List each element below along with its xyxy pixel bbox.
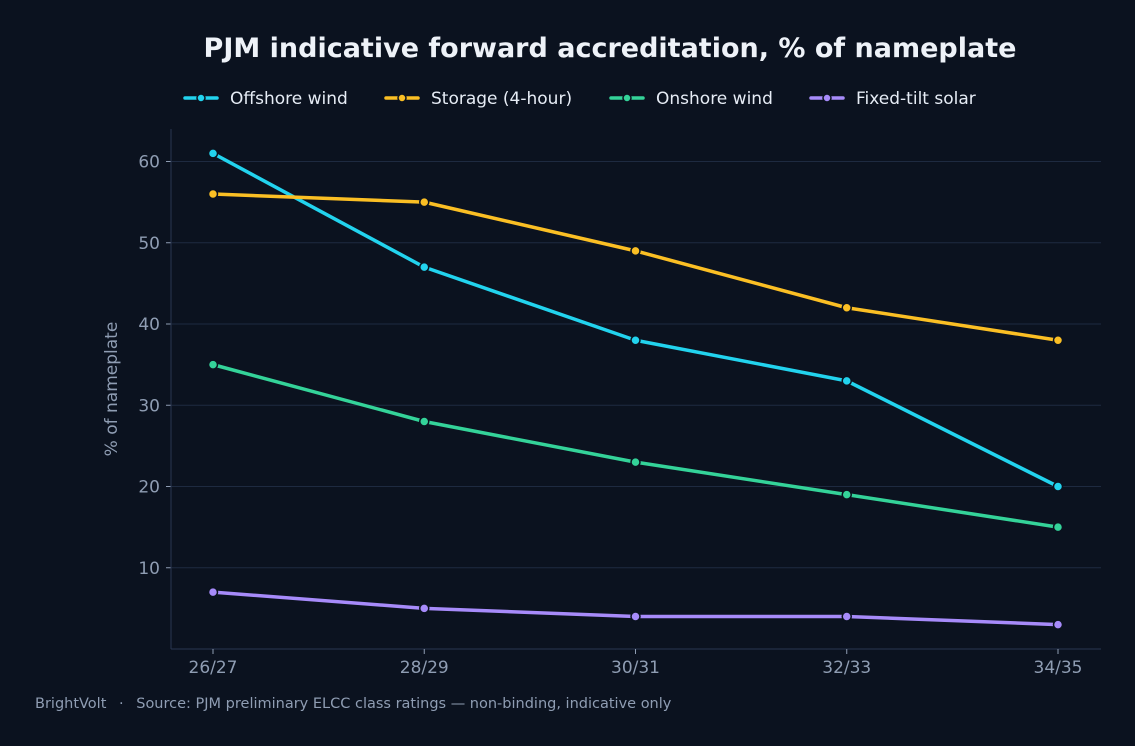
data-point-offshore-wind [1052, 481, 1064, 492]
data-point-storage-4-hour [207, 188, 219, 200]
x-tick-label: 34/35 [1034, 658, 1083, 678]
data-point-onshore-wind [419, 416, 430, 427]
footer-brand: BrightVolt [35, 696, 107, 712]
legend-marker [397, 93, 407, 103]
chart-title: PJM indicative forward accreditation, % … [204, 33, 1017, 64]
grid [166, 161, 1101, 569]
y-tick-labels: 10 20 30 40 50 60 [138, 153, 160, 579]
data-point-storage-4-hour [419, 196, 430, 208]
y-tick-label: 30 [138, 396, 160, 416]
data-point-offshore-wind [841, 375, 852, 387]
legend-item-onshore-wind: Onshore wind [609, 89, 773, 109]
footer: BrightVolt · Source: PJM preliminary ELC… [35, 696, 672, 712]
legend-label: Offshore wind [230, 89, 348, 109]
x-tick-labels: 26/27 28/29 30/31 32/33 34/35 [189, 649, 1083, 678]
legend-label: Onshore wind [656, 89, 773, 109]
y-tick-label: 20 [138, 478, 160, 498]
y-tick-label: 10 [138, 559, 160, 579]
legend-item-offshore-wind: Offshore wind [183, 89, 348, 109]
data-point-fixed-tilt-solar [630, 611, 641, 622]
data-point-storage-4-hour [1052, 335, 1064, 346]
legend-item-storage-4-hour: Storage (4-hour) [384, 89, 572, 109]
y-tick-label: 50 [138, 234, 160, 254]
data-point-fixed-tilt-solar [207, 586, 219, 598]
x-tick-label: 26/27 [189, 658, 238, 678]
legend-marker [822, 93, 832, 103]
y-tick-label: 60 [138, 153, 160, 173]
legend-marker [622, 93, 632, 103]
legend-label: Fixed-tilt solar [856, 89, 976, 109]
series-storage-4-hour [207, 188, 1064, 346]
series-fixed-tilt-solar [207, 586, 1064, 630]
data-point-onshore-wind [630, 456, 641, 468]
data-point-fixed-tilt-solar [419, 603, 430, 614]
data-point-onshore-wind [207, 359, 219, 370]
data-point-offshore-wind [630, 335, 641, 346]
series-offshore-wind [207, 148, 1064, 492]
legend-label: Storage (4-hour) [431, 89, 572, 109]
x-tick-label: 28/29 [400, 658, 449, 678]
series-onshore-wind [207, 359, 1064, 533]
x-tick-label: 32/33 [822, 658, 871, 678]
series-line-onshore-wind [211, 362, 1060, 529]
series-line-storage-4-hour [211, 192, 1060, 342]
data-point-offshore-wind [419, 261, 430, 273]
data-point-onshore-wind [841, 489, 852, 500]
data-point-fixed-tilt-solar [1052, 619, 1064, 630]
data-point-storage-4-hour [841, 302, 852, 313]
footer-separator: · [119, 696, 124, 712]
y-tick-label: 40 [138, 315, 160, 335]
data-point-offshore-wind [207, 148, 219, 159]
legend-item-fixed-tilt-solar: Fixed-tilt solar [809, 89, 976, 109]
legend: Offshore wind Storage (4-hour) Onshore win… [183, 89, 976, 109]
footer-source: Source: PJM preliminary ELCC class ratin… [136, 696, 672, 712]
data-point-onshore-wind [1052, 521, 1064, 533]
data-point-fixed-tilt-solar [841, 611, 852, 622]
x-tick-label: 30/31 [611, 658, 660, 678]
y-axis-label: % of nameplate [102, 322, 122, 457]
series-lines [207, 148, 1064, 630]
legend-marker [196, 93, 206, 103]
data-point-storage-4-hour [630, 245, 641, 257]
